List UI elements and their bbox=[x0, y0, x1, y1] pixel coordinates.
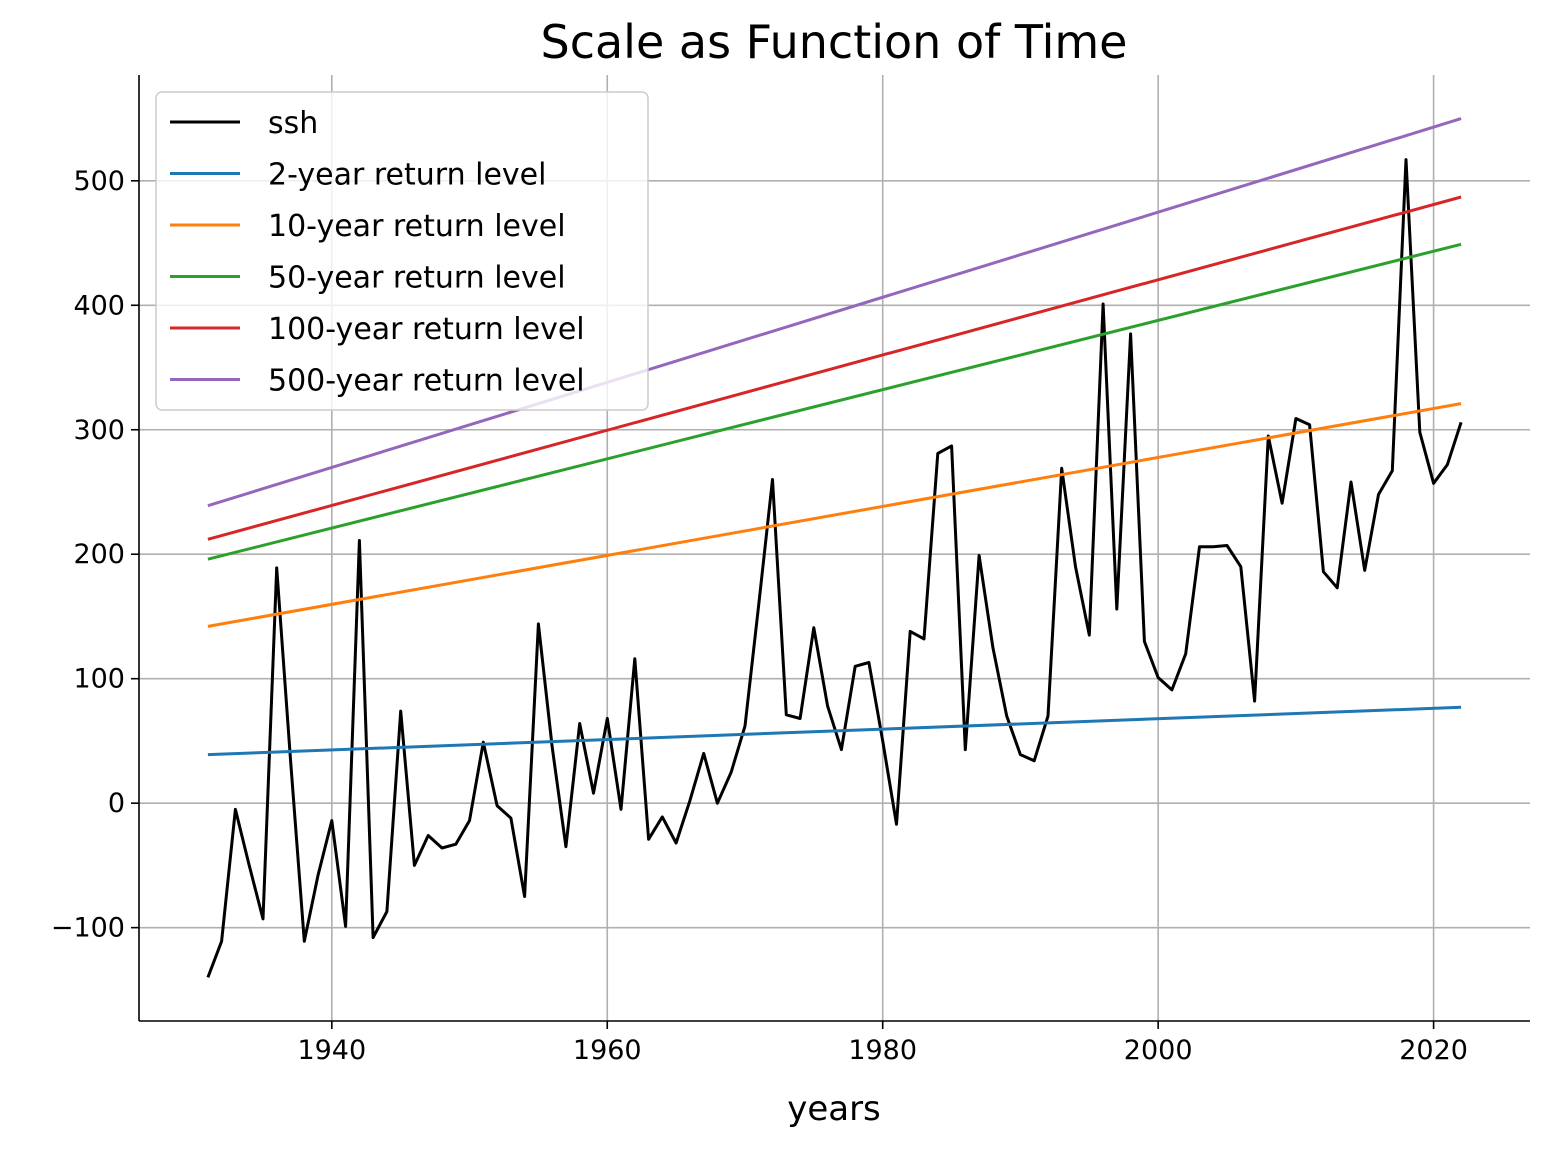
y-tick-label: 200 bbox=[73, 539, 125, 570]
legend-items: ssh 2-year return level 10-year return lev… bbox=[170, 106, 585, 399]
x-tick-label: 2020 bbox=[1399, 1035, 1468, 1066]
series-line-ssh bbox=[206, 158, 1463, 978]
x-tick-label: 1960 bbox=[573, 1035, 642, 1066]
grid bbox=[139, 75, 1530, 1021]
x-axis-label: years bbox=[787, 1089, 881, 1129]
series-line-10-year-return-level bbox=[207, 402, 1462, 628]
y-tick-label: 100 bbox=[73, 664, 125, 695]
legend-label: 10-year return level bbox=[268, 209, 566, 244]
series-line-50-year-return-level bbox=[207, 242, 1462, 561]
y-tick-label: 400 bbox=[73, 290, 125, 321]
x-ticks: 1940 1960 1980 2000 2020 bbox=[297, 1021, 1468, 1066]
y-tick-label: 500 bbox=[73, 166, 125, 197]
x-tick-label: 1940 bbox=[297, 1035, 366, 1066]
y-tick-label: −100 bbox=[51, 913, 125, 944]
series-line-500-year-return-level bbox=[207, 117, 1462, 508]
series-group bbox=[206, 117, 1463, 978]
series-line-2-year-return-level bbox=[207, 705, 1462, 757]
chart-title: Scale as Function of Time bbox=[541, 15, 1128, 69]
y-tick-label: 0 bbox=[108, 788, 125, 819]
x-tick-label: 1980 bbox=[848, 1035, 917, 1066]
x-tick-label: 2000 bbox=[1124, 1035, 1193, 1066]
legend-label: ssh bbox=[268, 106, 318, 141]
legend-label: 100-year return level bbox=[268, 312, 585, 347]
legend: ssh 2-year return level 10-year return lev… bbox=[155, 91, 649, 411]
y-tick-label: 300 bbox=[73, 415, 125, 446]
y-ticks: −100 0 100 200 300 400 500 bbox=[51, 166, 139, 944]
legend-label: 2-year return level bbox=[268, 158, 546, 193]
legend-frame bbox=[155, 91, 649, 411]
legend-label: 50-year return level bbox=[268, 261, 566, 296]
legend-label: 500-year return level bbox=[268, 364, 585, 399]
series-line-100-year-return-level bbox=[207, 195, 1462, 541]
